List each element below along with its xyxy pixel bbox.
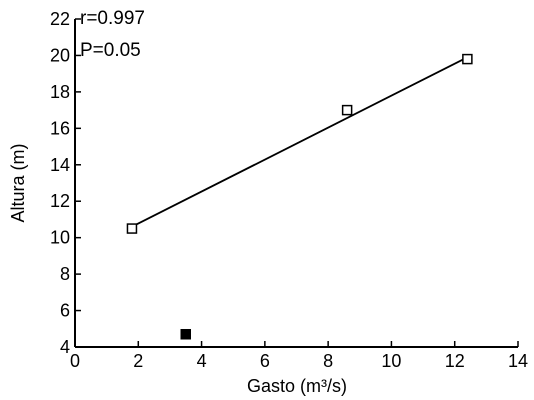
x-tick-label: 12 (445, 351, 465, 371)
open-square-point (341, 104, 353, 116)
x-tick-label: 2 (133, 351, 143, 371)
y-tick-label: 22 (50, 9, 70, 29)
x-tick-label: 14 (508, 351, 528, 371)
y-tick-label: 14 (50, 155, 70, 175)
y-tick-label: 4 (60, 337, 70, 357)
x-axis-label: Gasto (m³/s) (247, 376, 347, 396)
y-tick-label: 10 (50, 228, 70, 248)
open-square-point (126, 223, 138, 234)
data-points (126, 53, 473, 340)
y-tick-label: 16 (50, 118, 70, 138)
y-axis-label: Altura (m) (8, 143, 28, 222)
ticks: 0 2 4 6 8 10 12 14 4 6 8 10 12 14 16 18 20 22 (50, 9, 528, 371)
x-tick-label: 10 (381, 351, 401, 371)
y-tick-label: 8 (60, 264, 70, 284)
regression-line (131, 56, 468, 228)
annotation-p: P=0.05 (80, 40, 141, 61)
x-tick-label: 6 (260, 351, 270, 371)
axes (74, 19, 518, 348)
y-tick-label: 20 (50, 45, 70, 65)
open-square-point (462, 53, 473, 65)
x-tick-label: 0 (70, 351, 80, 371)
y-tick-label: 12 (50, 191, 70, 211)
y-tick-label: 18 (50, 82, 70, 102)
annotation-r: r=0.997 (80, 8, 145, 29)
filled-square-point (180, 328, 191, 340)
x-tick-label: 8 (323, 351, 333, 371)
regression-line-group (131, 56, 468, 228)
y-tick-label: 6 (60, 301, 70, 321)
x-tick-label: 4 (197, 351, 207, 371)
